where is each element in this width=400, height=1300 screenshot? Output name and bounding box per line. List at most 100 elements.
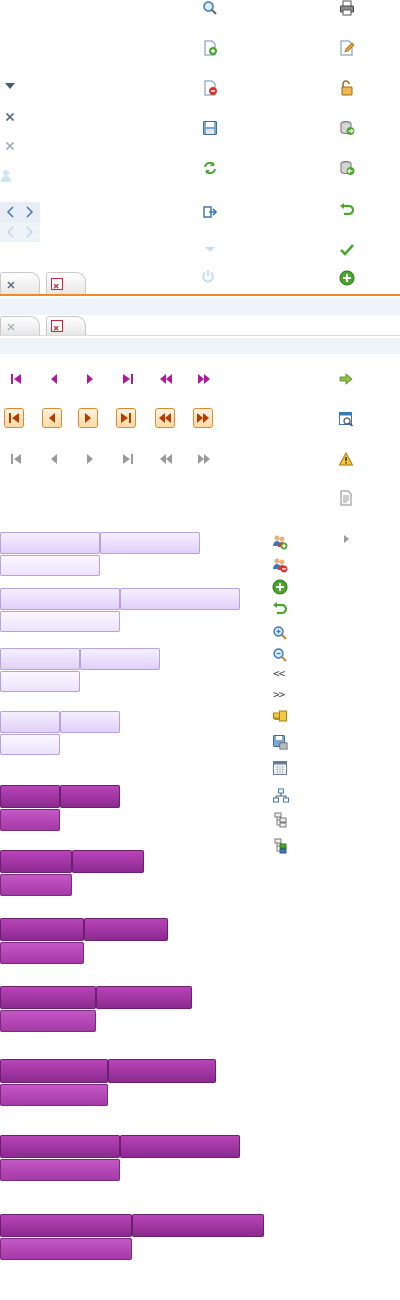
- dark-bar-6-right[interactable]: [120, 1135, 240, 1158]
- pager-next-button[interactable]: [78, 408, 98, 428]
- light-bar-1-bottom[interactable]: [0, 555, 100, 576]
- tab-close-red-icon[interactable]: [51, 278, 63, 290]
- pager-first-icon[interactable]: [8, 371, 24, 387]
- pager-fast-forward-button[interactable]: [193, 408, 213, 428]
- preview-icon[interactable]: [338, 411, 354, 427]
- light-bar-3-left[interactable]: [0, 648, 80, 670]
- dark-bar-5-bottom[interactable]: [0, 1084, 108, 1106]
- dark-bar-6-bottom[interactable]: [0, 1159, 120, 1181]
- db-export-icon[interactable]: [339, 120, 355, 136]
- pager-last-disabled-icon: [120, 451, 136, 467]
- db-import-icon[interactable]: [339, 160, 355, 176]
- dark-bar-1-right[interactable]: [60, 785, 120, 808]
- search-icon[interactable]: [202, 0, 218, 16]
- dark-bar-6-left[interactable]: [0, 1135, 120, 1158]
- nav-arrows-group[interactable]: [0, 202, 40, 222]
- dark-bar-3-bottom[interactable]: [0, 942, 84, 964]
- dark-bar-1-bottom[interactable]: [0, 809, 60, 831]
- light-bar-4-right[interactable]: [60, 711, 120, 733]
- pager-next-disabled-icon: [82, 451, 98, 467]
- dark-bar-4-right[interactable]: [96, 986, 192, 1009]
- tree-icon[interactable]: [273, 812, 289, 828]
- dark-bar-7-left[interactable]: [0, 1214, 132, 1237]
- dark-bar-4-left[interactable]: [0, 986, 96, 1009]
- dark-bar-5-left[interactable]: [0, 1059, 108, 1083]
- zoom-in-icon[interactable]: [272, 625, 288, 641]
- close-icon[interactable]: [2, 109, 18, 125]
- dark-bar-3-right[interactable]: [84, 918, 168, 941]
- light-bar-3-bottom[interactable]: [0, 671, 80, 692]
- pager-prev-icon[interactable]: [46, 371, 62, 387]
- dark-bar-2-right[interactable]: [72, 850, 144, 873]
- document-icon[interactable]: [338, 490, 354, 506]
- light-bar-4-left[interactable]: [0, 711, 60, 733]
- light-bar-4-bottom[interactable]: [0, 734, 60, 755]
- dropdown-arrow-icon[interactable]: [2, 78, 18, 94]
- users-add-icon[interactable]: [272, 534, 288, 550]
- dark-bar-5-right[interactable]: [108, 1059, 216, 1083]
- add-circle-icon[interactable]: [339, 270, 355, 286]
- save-as-icon[interactable]: [272, 734, 288, 750]
- expand-right-icon[interactable]: >>: [273, 688, 285, 701]
- dark-bar-2-left[interactable]: [0, 850, 72, 873]
- tab-strip-band: [0, 298, 400, 315]
- light-bar-3-right[interactable]: [80, 648, 160, 670]
- save-icon[interactable]: [202, 120, 218, 136]
- light-bar-2-left[interactable]: [0, 588, 120, 610]
- tab-closable-inactive[interactable]: [0, 316, 40, 335]
- add-circle-icon[interactable]: [272, 579, 288, 595]
- nav-arrows-disabled-group: [0, 222, 40, 242]
- tab-strip-divider: [0, 335, 400, 336]
- undo-icon[interactable]: [272, 601, 288, 617]
- print-icon[interactable]: [339, 0, 355, 16]
- tab-closable-red-inactive[interactable]: [46, 316, 86, 335]
- calendar-icon[interactable]: [272, 760, 288, 776]
- dark-bar-7-right[interactable]: [132, 1214, 264, 1237]
- dark-bar-2-bottom[interactable]: [0, 874, 72, 896]
- submenu-arrow-icon: [338, 531, 354, 547]
- unlock-icon[interactable]: [339, 80, 355, 96]
- refresh-icon[interactable]: [202, 160, 218, 176]
- tab-closable-red[interactable]: [46, 272, 86, 295]
- light-bar-1-left[interactable]: [0, 532, 100, 554]
- undo-icon[interactable]: [339, 202, 355, 218]
- light-bar-2-right[interactable]: [120, 588, 240, 610]
- go-icon[interactable]: [338, 371, 354, 387]
- pager-first-button[interactable]: [4, 408, 24, 428]
- close-disabled-icon: [2, 138, 18, 154]
- tab-close-icon[interactable]: [5, 278, 17, 290]
- pager-fast-forward-icon[interactable]: [196, 371, 212, 387]
- coins-icon[interactable]: [272, 708, 288, 724]
- collapse-left-icon[interactable]: <<: [273, 667, 285, 680]
- pager-fast-forward-disabled-icon: [196, 451, 212, 467]
- tab-close-red-icon[interactable]: [51, 320, 63, 332]
- pager-first-disabled-icon: [8, 451, 24, 467]
- dark-bar-1-left[interactable]: [0, 785, 60, 808]
- pager-next-icon[interactable]: [82, 371, 98, 387]
- tree-add-icon[interactable]: [273, 838, 289, 854]
- dark-bar-7-bottom[interactable]: [0, 1238, 132, 1260]
- tab-closable[interactable]: [0, 272, 40, 295]
- light-bar-2-bottom[interactable]: [0, 611, 120, 632]
- page-remove-icon[interactable]: [202, 80, 218, 96]
- pager-last-button[interactable]: [116, 408, 136, 428]
- users-remove-icon[interactable]: [272, 557, 288, 573]
- power-icon[interactable]: [200, 268, 216, 284]
- page-add-icon[interactable]: [202, 40, 218, 56]
- pager-fast-back-button[interactable]: [155, 408, 175, 428]
- exit-icon[interactable]: [202, 204, 218, 220]
- pager-prev-button[interactable]: [42, 408, 62, 428]
- pager-last-icon[interactable]: [120, 371, 136, 387]
- pager-fast-back-icon[interactable]: [158, 371, 174, 387]
- pager-fast-back-disabled-icon: [158, 451, 174, 467]
- check-icon[interactable]: [339, 242, 355, 258]
- dark-bar-3-left[interactable]: [0, 918, 84, 941]
- tab-strip-underline: [0, 294, 400, 296]
- edit-icon[interactable]: [339, 40, 355, 56]
- light-bar-1-right[interactable]: [100, 532, 200, 554]
- warning-icon: [338, 451, 354, 467]
- tab-close-icon[interactable]: [5, 320, 17, 332]
- hierarchy-icon[interactable]: [273, 788, 289, 804]
- dark-bar-4-bottom[interactable]: [0, 1010, 96, 1032]
- zoom-out-icon[interactable]: [272, 647, 288, 663]
